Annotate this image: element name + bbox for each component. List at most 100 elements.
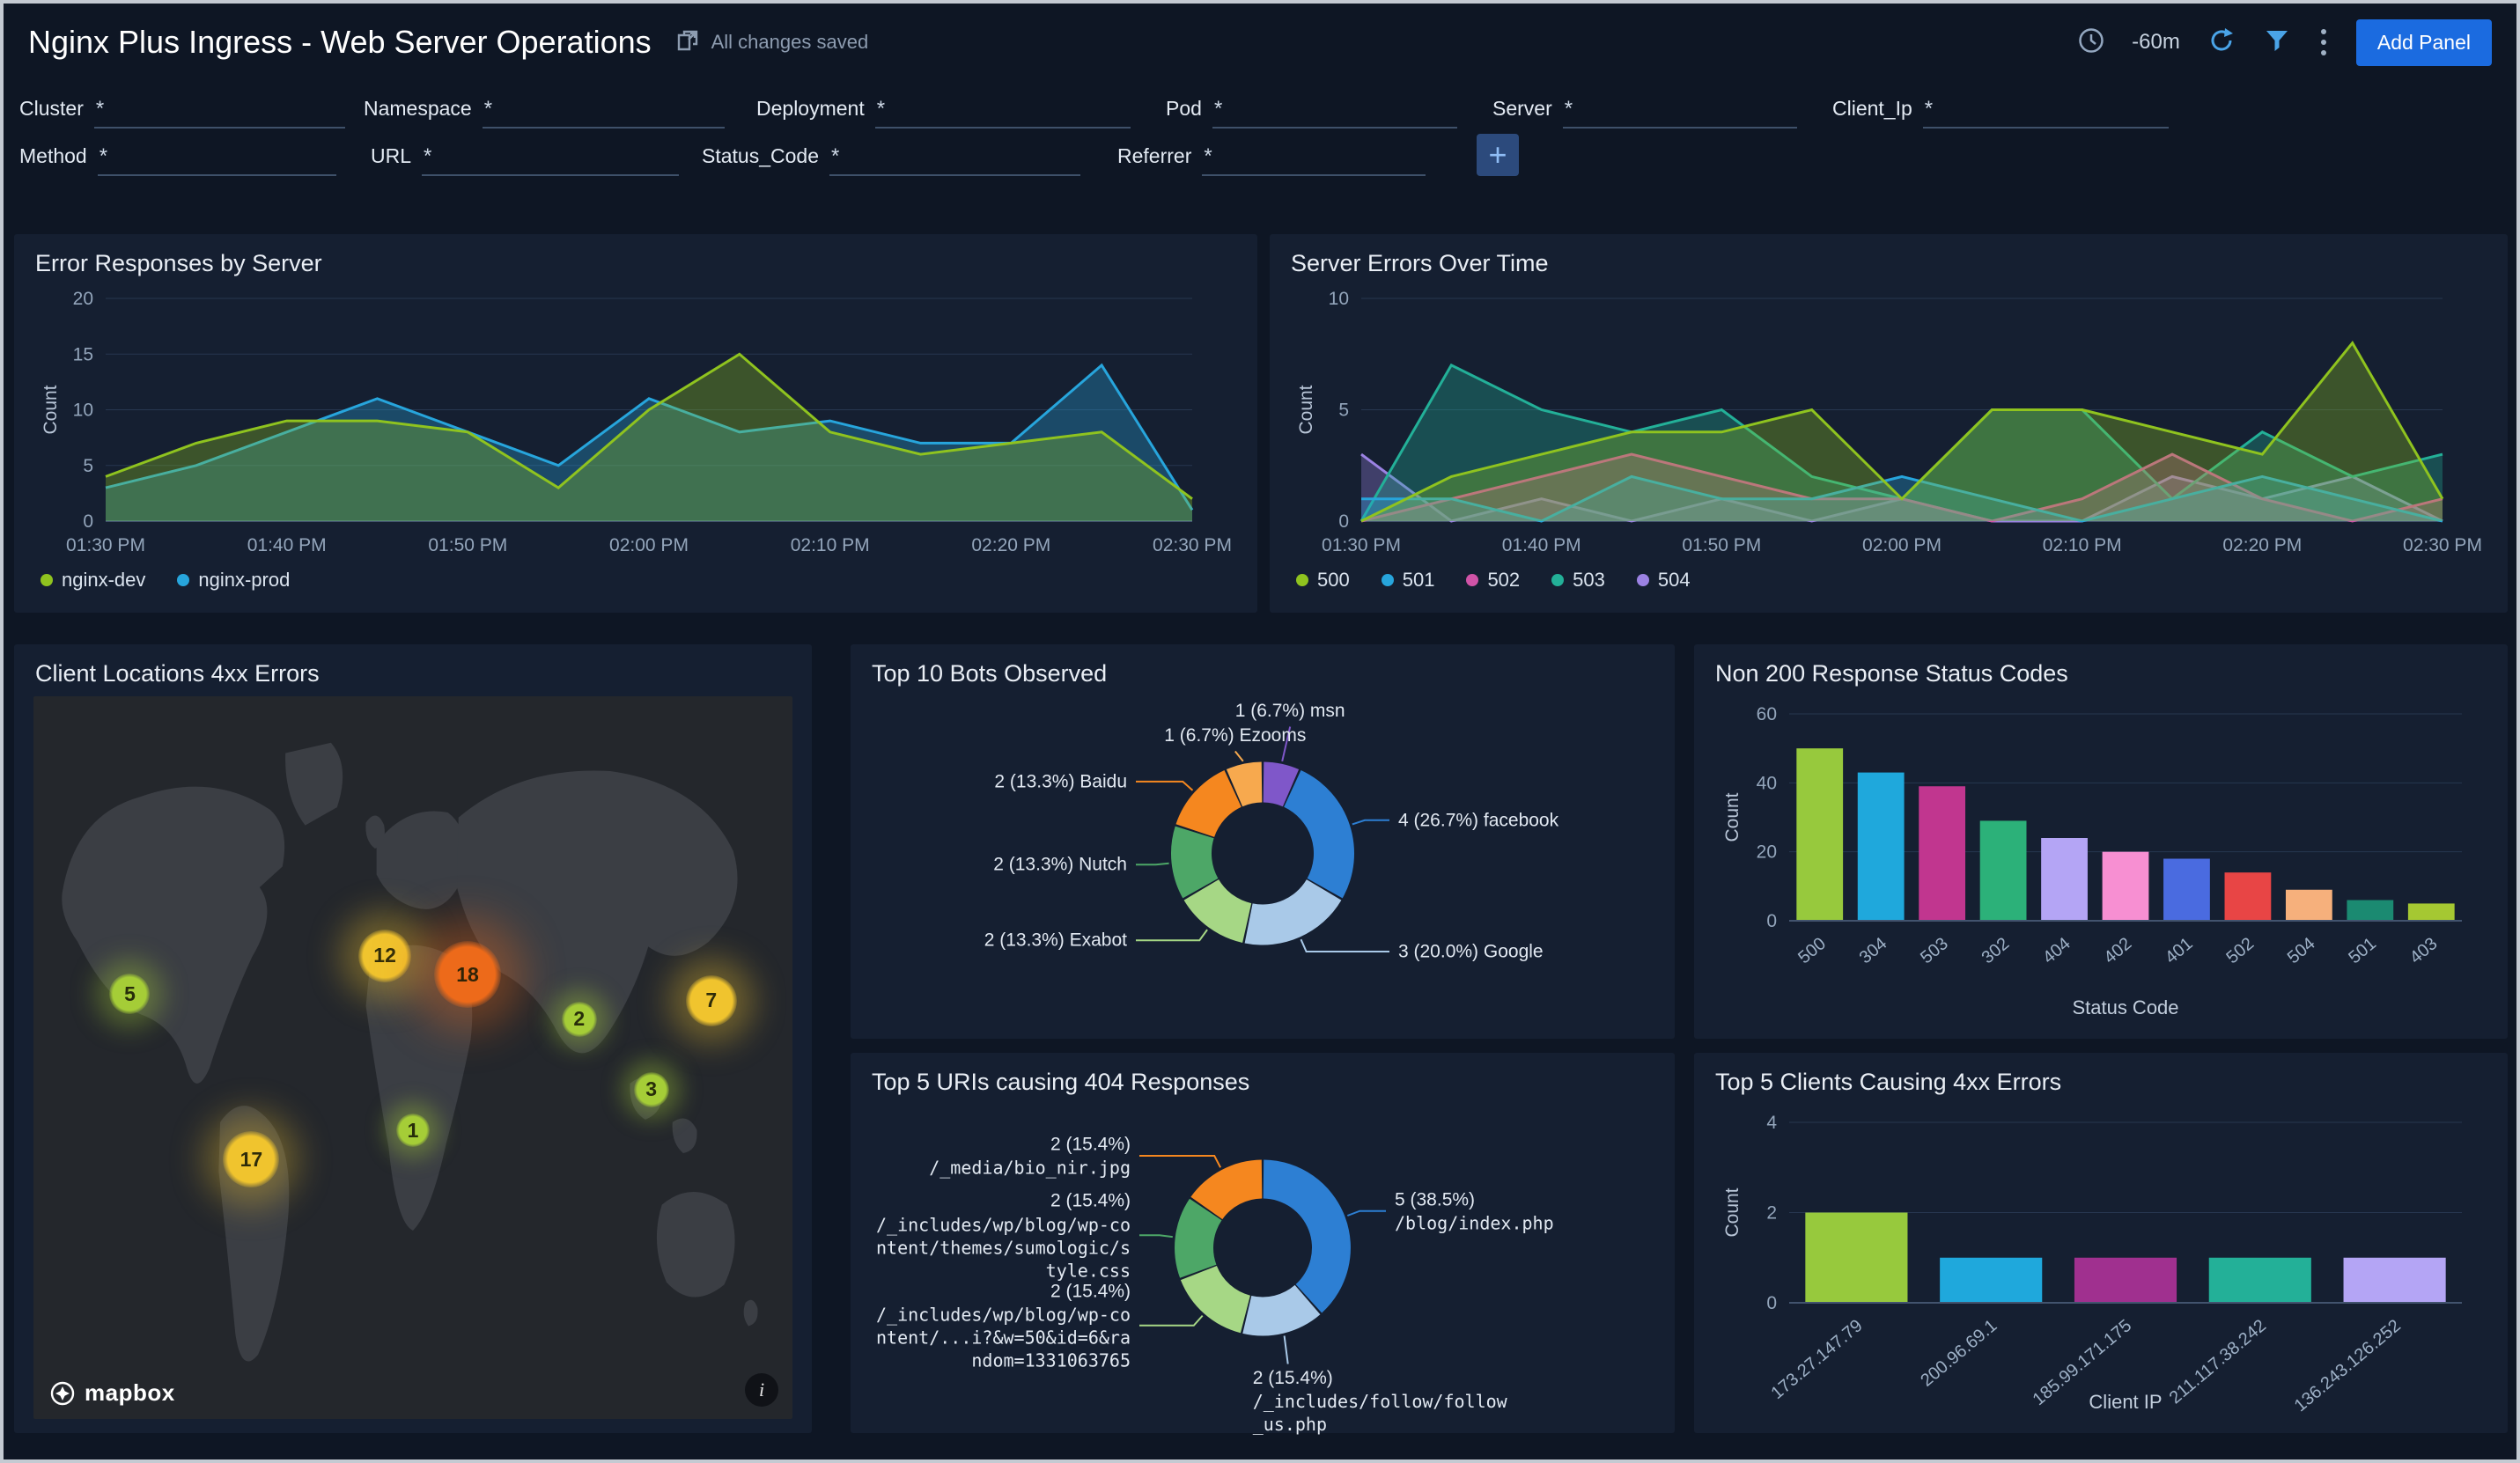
bar-173.27.147.79[interactable] <box>1805 1212 1908 1304</box>
filter-value[interactable]: * <box>93 97 345 129</box>
slice-label-Baidu: 2 (13.3%) Baidu <box>994 771 1127 792</box>
filter-value[interactable]: * <box>874 97 1131 129</box>
error-responses-chart[interactable]: 0 5 10 15 20 01:30 PM 01:40 PM 01:50 PM 02:00 PM… <box>33 286 1238 562</box>
bar-304[interactable] <box>1857 772 1905 921</box>
filter-value[interactable]: * <box>1212 97 1457 129</box>
filter-value[interactable]: * <box>1562 97 1797 129</box>
donut-slice-Exabot[interactable] <box>1183 879 1252 943</box>
svg-text:02:20 PM: 02:20 PM <box>2222 535 2302 555</box>
bar-403[interactable] <box>2407 903 2455 921</box>
map-bubble-2[interactable]: 2 <box>561 1001 597 1037</box>
add-filter-button[interactable]: + <box>1477 134 1519 176</box>
filter-value[interactable]: * <box>97 144 336 176</box>
donut-slice-facebook[interactable] <box>1284 770 1355 899</box>
donut-slice-Nutch[interactable] <box>1170 826 1219 899</box>
svg-text:500: 500 <box>1794 934 1830 967</box>
legend-label: 501 <box>1402 569 1435 591</box>
filter-value[interactable]: * <box>422 144 679 176</box>
map-bubble-18[interactable]: 18 <box>434 941 502 1009</box>
bar-500[interactable] <box>1796 748 1844 921</box>
bar-503[interactable] <box>1919 786 1966 921</box>
filter-value[interactable]: * <box>482 97 725 129</box>
donut-slice-style-css[interactable] <box>1175 1198 1222 1278</box>
svg-text:402: 402 <box>2101 934 2136 967</box>
filter-label: Deployment <box>756 97 865 120</box>
legend-item-nginx-dev[interactable]: nginx-dev <box>41 569 145 592</box>
legend-label: nginx-prod <box>198 569 291 591</box>
uris-donut-chart[interactable]: 5 (38.5%)/blog/index.php 2 (15.4%)/_inclu… <box>870 1105 1655 1434</box>
filter-status_code[interactable]: Status_Code * <box>702 144 1080 176</box>
legend-item-nginx-prod[interactable]: nginx-prod <box>177 569 290 592</box>
slice-label-Ezooms: 1 (6.7%) Ezooms <box>1164 724 1307 746</box>
map-bubble-12[interactable]: 12 <box>358 929 412 982</box>
bar-211.117.38.242[interactable] <box>2208 1257 2311 1303</box>
filter-url[interactable]: URL * <box>371 144 679 176</box>
legend-item-504[interactable]: 504 <box>1636 569 1691 592</box>
slice-label-bio-nir: 2 (15.4%)/_media/bio_nir.jpg <box>929 1134 1131 1179</box>
bar-185.99.171.175[interactable] <box>2074 1257 2177 1303</box>
add-panel-button[interactable]: Add Panel <box>2355 18 2492 66</box>
map-bubble-17[interactable]: 17 <box>223 1131 280 1188</box>
clock-icon[interactable] <box>2077 26 2105 59</box>
donut-slice-bio-nir[interactable] <box>1190 1159 1263 1220</box>
bar-502[interactable] <box>2224 872 2272 921</box>
filter-client_ip[interactable]: Client_Ip * <box>1832 97 2169 129</box>
svg-text:02:30 PM: 02:30 PM <box>2403 535 2482 555</box>
filter-namespace[interactable]: Namespace * <box>364 97 725 129</box>
filter-value[interactable]: * <box>1922 97 2169 129</box>
map-bubble-7[interactable]: 7 <box>685 974 737 1026</box>
legend-item-500[interactable]: 500 <box>1296 569 1350 592</box>
bar-402[interactable] <box>2102 851 2149 921</box>
svg-text:01:40 PM: 01:40 PM <box>1502 535 1581 555</box>
filter-value[interactable]: * <box>1202 144 1426 176</box>
legend-item-501[interactable]: 501 <box>1381 569 1435 592</box>
donut-slice-follow-us[interactable] <box>1242 1284 1321 1336</box>
svg-text:211.117.38.242: 211.117.38.242 <box>2166 1316 2270 1408</box>
filter-referrer[interactable]: Referrer * <box>1117 144 1426 176</box>
filter-cluster[interactable]: Cluster * <box>19 97 345 129</box>
clients-bar-chart[interactable]: 0 2 4 173.27.147.79 200.96.69.1 185.99.171.17… <box>1713 1105 2488 1419</box>
svg-text:Count: Count <box>1722 792 1743 842</box>
bar-504[interactable] <box>2285 889 2332 921</box>
slice-label-wp-content-random: 2 (15.4%)/_includes/wp/blog/wp-content/.… <box>876 1281 1131 1371</box>
map-canvas[interactable]: mapbox i 5 12 18 2 7 3 1 17 <box>33 696 792 1419</box>
filter-pod[interactable]: Pod * <box>1166 97 1457 129</box>
share-icon[interactable] <box>674 27 701 58</box>
legend-item-503[interactable]: 503 <box>1551 569 1605 592</box>
filter-method[interactable]: Method * <box>19 144 336 176</box>
svg-text:0: 0 <box>1766 1293 1777 1313</box>
map-bubble-5[interactable]: 5 <box>109 974 151 1015</box>
bots-donut-chart[interactable]: 1 (6.7%) msn 4 (26.7%) facebook 3 (20.0%) … <box>870 696 1655 1025</box>
bar-404[interactable] <box>2041 838 2088 921</box>
map-info-button[interactable]: i <box>745 1373 778 1407</box>
donut-slice-blog-index[interactable] <box>1263 1159 1351 1313</box>
legend-dot <box>1636 574 1649 586</box>
refresh-icon[interactable] <box>2207 26 2236 60</box>
map-bubble-1[interactable]: 1 <box>396 1114 430 1148</box>
bar-501[interactable] <box>2347 900 2394 922</box>
filter-server[interactable]: Server * <box>1492 97 1797 129</box>
bar-136.243.126.252[interactable] <box>2343 1257 2446 1303</box>
bar-200.96.69.1[interactable] <box>1940 1257 2043 1303</box>
donut-slice-Baidu[interactable] <box>1175 770 1242 837</box>
donut-slice-Ezooms[interactable] <box>1226 761 1263 807</box>
kebab-menu-icon[interactable] <box>2317 26 2330 59</box>
filter-deployment[interactable]: Deployment * <box>756 97 1131 129</box>
legend-item-502[interactable]: 502 <box>1466 569 1520 592</box>
svg-text:02:20 PM: 02:20 PM <box>971 535 1050 555</box>
donut-slice-msn[interactable] <box>1263 761 1300 807</box>
svg-text:60: 60 <box>1757 704 1777 724</box>
filter-label: Cluster <box>19 97 84 120</box>
donut-slice-wp-content-random[interactable] <box>1180 1266 1250 1334</box>
bar-302[interactable] <box>1979 820 2027 921</box>
svg-text:503: 503 <box>1917 934 1952 967</box>
filter-icon[interactable] <box>2263 26 2291 59</box>
filter-value[interactable]: * <box>829 144 1080 176</box>
time-range[interactable]: -60m <box>2132 30 2180 54</box>
bar-401[interactable] <box>2163 858 2210 922</box>
server-errors-chart[interactable]: 0 5 10 01:30 PM 01:40 PM 01:50 PM 02:00 PM 02:1… <box>1289 286 2488 562</box>
map-bubble-3[interactable]: 3 <box>633 1071 669 1107</box>
mapbox-logo[interactable]: mapbox <box>49 1379 175 1407</box>
status-codes-bar-chart[interactable]: 0 20 40 60 500 304 503 302 404 402 401 502 504 501 403… <box>1713 696 2488 1025</box>
donut-slice-Google[interactable] <box>1244 879 1342 945</box>
